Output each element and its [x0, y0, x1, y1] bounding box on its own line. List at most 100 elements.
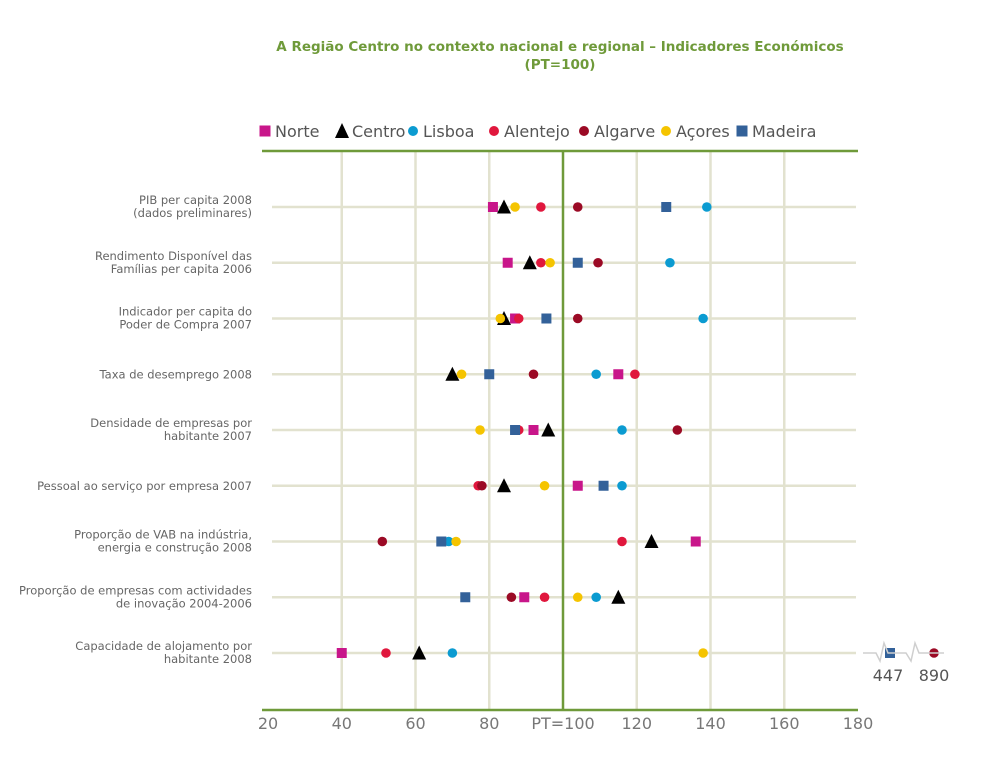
point-açores — [698, 648, 708, 658]
category-label-line: Densidade de empresas por — [90, 416, 252, 430]
point-norte — [690, 536, 701, 547]
point-norte — [487, 202, 498, 212]
category-label: Densidade de empresas por habitante 2007 — [90, 416, 252, 443]
point-madeira — [484, 369, 495, 380]
point-lisboa — [591, 369, 601, 380]
category-label-line: Rendimento Disponível das — [95, 249, 252, 263]
chart-subtitle: (PT=100) — [524, 57, 596, 73]
point-açores — [495, 313, 506, 324]
legend-label-alentejo: Alentejo — [504, 122, 570, 141]
point-lisboa — [617, 480, 627, 491]
point-madeira — [598, 480, 609, 491]
point-alentejo — [381, 648, 391, 658]
x-tick-label: 120 — [621, 714, 652, 733]
category-label-line: habitante 2007 — [164, 429, 252, 443]
point-madeira — [572, 257, 583, 268]
point-centro — [445, 366, 460, 381]
point-açores — [572, 592, 583, 603]
legend-marker-centro — [335, 123, 349, 138]
category-label: Taxa de desemprego 2008 — [99, 367, 252, 381]
outlier-annotations: 447 890 — [863, 640, 950, 685]
chart-title-block: A Região Centro no contexto nacional e r… — [0, 38, 1006, 74]
point-algarve — [593, 257, 603, 268]
point-algarve — [672, 425, 683, 435]
point-alentejo — [536, 202, 546, 212]
point-alentejo — [539, 592, 550, 603]
legend-marker-lisboa — [408, 126, 418, 136]
category-label-line: Famílias per capita 2006 — [111, 262, 252, 276]
x-tick-label: 140 — [695, 714, 726, 733]
point-centro — [611, 589, 626, 604]
x-tick-label: 40 — [332, 714, 352, 733]
legend-marker-algarve — [579, 126, 589, 136]
point-algarve — [572, 313, 583, 324]
x-tick-label: PT=100 — [531, 714, 594, 733]
category-label: Capacidade de alojamento por habitante 20… — [75, 639, 252, 666]
point-centro — [644, 534, 659, 548]
point-alentejo — [617, 536, 627, 547]
outlier-label-madeira: 447 — [873, 666, 904, 685]
category-label: Proporção de VAB na indústria, energia e … — [74, 528, 252, 555]
category-label-line: Taxa de desemprego 2008 — [99, 367, 252, 381]
category-label: Rendimento Disponível das Famílias per ca… — [95, 249, 252, 276]
point-açores — [451, 536, 461, 547]
point-algarve — [528, 369, 539, 380]
category-labels: PIB per capita 2008 (dados preliminares) R… — [19, 193, 252, 666]
point-lisboa — [702, 202, 712, 212]
point-norte — [519, 592, 530, 603]
point-algarve — [506, 592, 517, 603]
point-centro — [497, 478, 511, 493]
category-label-line: PIB per capita 2008 — [139, 193, 252, 207]
legend-marker-açores — [661, 126, 671, 136]
category-label-line: energia e construção 2008 — [98, 541, 252, 555]
point-madeira — [661, 202, 672, 212]
outlier-label-algarve: 890 — [919, 666, 950, 685]
point-alentejo — [536, 257, 546, 268]
legend-label-centro: Centro — [352, 122, 405, 141]
point-lisboa — [591, 592, 601, 603]
point-centro — [497, 199, 511, 214]
category-label-line: habitante 2008 — [164, 652, 252, 666]
data-marks — [336, 199, 939, 660]
point-açores — [456, 369, 467, 380]
x-tick-label: 60 — [405, 714, 425, 733]
point-algarve — [477, 480, 487, 491]
axis-break-line — [863, 640, 944, 664]
point-lisboa — [665, 257, 675, 268]
x-tick-label: 20 — [258, 714, 278, 733]
category-label-line: (dados preliminares) — [133, 206, 252, 220]
point-açores — [545, 257, 555, 268]
point-madeira — [436, 536, 447, 547]
legend-label-algarve: Algarve — [594, 122, 655, 141]
point-madeira — [510, 425, 521, 435]
point-norte — [502, 257, 513, 268]
x-tick-label: 160 — [769, 714, 800, 733]
category-label-line: de inovação 2004-2006 — [116, 596, 252, 610]
category-label-line: Proporção de empresas com actividades — [19, 583, 252, 597]
category-label-line: Proporção de VAB na indústria, — [74, 528, 252, 542]
point-algarve — [377, 536, 388, 547]
legend-label-açores: Açores — [676, 122, 730, 141]
legend: Norte Centro Lisboa Alentejo Algarve Açores Ma… — [259, 122, 816, 141]
legend-marker-madeira — [736, 125, 748, 137]
category-label-line: Pessoal ao serviço por empresa 2007 — [37, 479, 252, 493]
x-tick-label: 80 — [479, 714, 499, 733]
legend-label-madeira: Madeira — [752, 122, 816, 141]
point-alentejo — [630, 369, 640, 380]
category-label-line: Indicador per capita do — [119, 305, 252, 319]
point-açores — [539, 480, 550, 491]
chart-title: A Região Centro no contexto nacional e r… — [276, 39, 844, 55]
point-centro — [541, 422, 556, 437]
point-alentejo — [513, 313, 524, 324]
category-label: Proporção de empresas com actividades de … — [19, 583, 252, 610]
category-label: Indicador per capita do Poder de Compra 2… — [119, 305, 252, 332]
point-norte — [613, 369, 624, 380]
point-lisboa — [698, 313, 708, 324]
point-centro — [412, 645, 427, 660]
legend-label-lisboa: Lisboa — [423, 122, 474, 141]
category-label-line: Capacidade de alojamento por — [75, 639, 252, 653]
point-norte — [572, 480, 583, 491]
x-tick-label: 180 — [843, 714, 874, 733]
category-label: PIB per capita 2008 (dados preliminares) — [133, 193, 252, 220]
